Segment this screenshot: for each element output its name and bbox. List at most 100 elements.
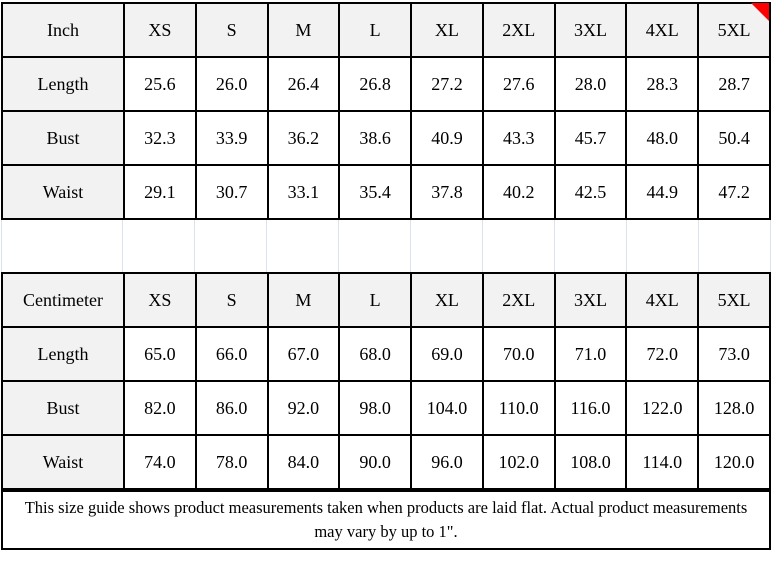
value-cell: 35.4 xyxy=(338,164,413,220)
spacer-cell xyxy=(699,220,771,272)
value-cell: 26.8 xyxy=(338,56,413,112)
comment-marker-triangle xyxy=(751,3,769,21)
value-cell: 37.8 xyxy=(410,164,484,220)
value-cell: 26.0 xyxy=(194,56,269,112)
value-cell: 28.0 xyxy=(553,56,628,112)
table-row: Length 65.0 66.0 67.0 68.0 69.0 70.0 71.0 72.0 73… xyxy=(1,326,771,382)
size-header-cell: M xyxy=(266,2,341,58)
spacer-cell xyxy=(195,220,267,272)
spacer-cell xyxy=(411,220,483,272)
value-cell: 122.0 xyxy=(625,380,700,436)
inch-size-table: Inch XS S M L XL 2XL 3XL 4XL 5XL Length 25.6 26.0 26.… xyxy=(1,2,771,220)
table-row: Waist 74.0 78.0 84.0 90.0 96.0 102.0 108.0 114.0… xyxy=(1,434,771,490)
row-label-cell: Bust xyxy=(1,110,125,166)
value-cell: 45.7 xyxy=(553,110,628,166)
table-row: Waist 29.1 30.7 33.1 35.4 37.8 40.2 42.5 44.9 47.… xyxy=(1,164,771,220)
value-cell: 86.0 xyxy=(194,380,269,436)
value-cell: 84.0 xyxy=(266,434,341,490)
size-header-cell: S xyxy=(194,2,269,58)
unit-header-cell: Inch xyxy=(1,2,125,58)
size-header-cell: XS xyxy=(123,272,197,328)
size-header-cell: 3XL xyxy=(553,272,628,328)
value-cell: 47.2 xyxy=(697,164,771,220)
row-label-cell: Waist xyxy=(1,164,125,220)
value-cell: 44.9 xyxy=(625,164,700,220)
size-header-cell: 4XL xyxy=(625,272,700,328)
value-cell: 102.0 xyxy=(481,434,556,490)
value-cell: 36.2 xyxy=(266,110,341,166)
spacer-cell xyxy=(267,220,339,272)
value-cell: 116.0 xyxy=(553,380,628,436)
footer-note: This size guide shows product measuremen… xyxy=(1,490,771,550)
value-cell: 25.6 xyxy=(123,56,197,112)
size-guide-sheet: Inch XS S M L XL 2XL 3XL 4XL 5XL Length 25.6 26.0 26.… xyxy=(1,2,771,550)
value-cell: 66.0 xyxy=(194,326,269,382)
value-cell: 65.0 xyxy=(123,326,197,382)
value-cell: 120.0 xyxy=(697,434,771,490)
value-cell: 50.4 xyxy=(697,110,771,166)
size-header-cell: XS xyxy=(123,2,197,58)
spacer-cell xyxy=(123,220,195,272)
value-cell: 73.0 xyxy=(697,326,771,382)
value-cell: 43.3 xyxy=(481,110,556,166)
row-label-cell: Waist xyxy=(1,434,125,490)
value-cell: 70.0 xyxy=(481,326,556,382)
table-row: Bust 82.0 86.0 92.0 98.0 104.0 110.0 116.0 122.0… xyxy=(1,380,771,436)
value-cell: 27.6 xyxy=(481,56,556,112)
value-cell: 72.0 xyxy=(625,326,700,382)
spacer-cell xyxy=(627,220,699,272)
size-header-cell: L xyxy=(338,2,413,58)
value-cell: 104.0 xyxy=(410,380,484,436)
spacer-row xyxy=(1,220,771,272)
value-cell: 68.0 xyxy=(338,326,413,382)
value-cell: 108.0 xyxy=(553,434,628,490)
row-label-cell: Bust xyxy=(1,380,125,436)
size-header-cell: XL xyxy=(410,2,484,58)
value-cell: 78.0 xyxy=(194,434,269,490)
size-header-cell: L xyxy=(338,272,413,328)
value-cell: 27.2 xyxy=(410,56,484,112)
header-row: Centimeter XS S M L XL 2XL 3XL 4XL 5XL xyxy=(1,272,771,328)
size-header-cell: 5XL xyxy=(697,272,771,328)
value-cell: 26.4 xyxy=(266,56,341,112)
table-row: Length 25.6 26.0 26.4 26.8 27.2 27.6 28.0 28.3 28… xyxy=(1,56,771,112)
table-row: Bust 32.3 33.9 36.2 38.6 40.9 43.3 45.7 48.0 50.4 xyxy=(1,110,771,166)
value-cell: 90.0 xyxy=(338,434,413,490)
size-header-cell: 2XL xyxy=(481,2,556,58)
size-header-cell: S xyxy=(194,272,269,328)
value-cell: 40.2 xyxy=(481,164,556,220)
value-cell: 38.6 xyxy=(338,110,413,166)
value-cell: 32.3 xyxy=(123,110,197,166)
value-cell: 33.9 xyxy=(194,110,269,166)
unit-header-cell: Centimeter xyxy=(1,272,125,328)
size-header-cell: XL xyxy=(410,272,484,328)
value-cell: 96.0 xyxy=(410,434,484,490)
value-cell: 82.0 xyxy=(123,380,197,436)
footer-note-text: This size guide shows product measuremen… xyxy=(24,498,748,541)
value-cell: 128.0 xyxy=(697,380,771,436)
value-cell: 48.0 xyxy=(625,110,700,166)
spacer-cell xyxy=(1,220,123,272)
value-cell: 42.5 xyxy=(553,164,628,220)
value-cell: 67.0 xyxy=(266,326,341,382)
spacer-cell xyxy=(483,220,555,272)
value-cell: 114.0 xyxy=(625,434,700,490)
spacer-cell xyxy=(555,220,627,272)
header-row: Inch XS S M L XL 2XL 3XL 4XL 5XL xyxy=(1,2,771,58)
value-cell: 28.7 xyxy=(697,56,771,112)
size-header-cell: 4XL xyxy=(625,2,700,58)
value-cell: 110.0 xyxy=(481,380,556,436)
centimeter-size-table: Centimeter XS S M L XL 2XL 3XL 4XL 5XL Length 65.0 6… xyxy=(1,272,771,490)
size-header-cell: M xyxy=(266,272,341,328)
value-cell: 29.1 xyxy=(123,164,197,220)
value-cell: 98.0 xyxy=(338,380,413,436)
size-header-cell: 2XL xyxy=(481,272,556,328)
value-cell: 92.0 xyxy=(266,380,341,436)
value-cell: 69.0 xyxy=(410,326,484,382)
value-cell: 30.7 xyxy=(194,164,269,220)
value-cell: 74.0 xyxy=(123,434,197,490)
row-label-cell: Length xyxy=(1,56,125,112)
value-cell: 40.9 xyxy=(410,110,484,166)
value-cell: 71.0 xyxy=(553,326,628,382)
size-header-cell: 3XL xyxy=(553,2,628,58)
